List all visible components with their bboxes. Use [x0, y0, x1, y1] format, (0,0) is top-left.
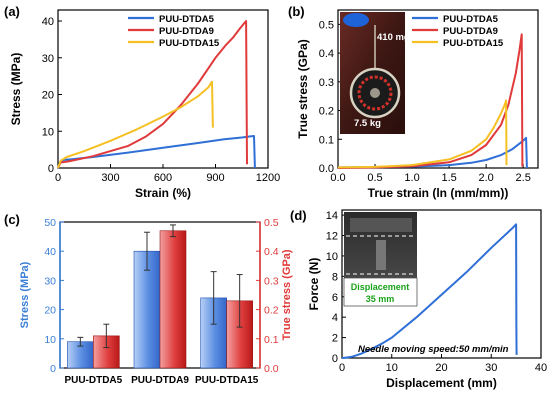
panel-a: 0 300 600 900 1200 0 10 20 30 40 Strain (%) Stress … — [4, 4, 280, 200]
inset-label: 35 mm — [366, 294, 395, 304]
y-tick-label: 40 — [42, 16, 54, 28]
x-tick-label: 30 — [485, 362, 497, 374]
annotation: Needle moving speed:50 mm/min — [358, 344, 509, 355]
weight-plate-ring-shape — [357, 75, 393, 111]
y-tick-label: 40 — [44, 246, 56, 258]
x-tick-label: 0 — [55, 172, 61, 184]
y-right-tick-label: 0.4 — [264, 246, 279, 258]
panel-label: (a) — [4, 4, 20, 19]
category-label: PUU-DTDA9 — [131, 375, 189, 386]
legend-entry: PUU-DTDA15 — [159, 38, 220, 49]
y-tick-label: 2 — [332, 333, 338, 345]
x-tick-label: 900 — [206, 172, 224, 184]
y-tick-label: 6 — [332, 292, 338, 304]
x-tick-label: 10 — [386, 362, 398, 374]
y-tick-label: 10 — [326, 251, 338, 263]
legend-entry: PUU-DTDA15 — [443, 38, 504, 49]
inset-label: Displacement — [351, 282, 410, 292]
x-tick-label: 600 — [154, 172, 172, 184]
x-axis-label: Strain (%) — [135, 186, 191, 200]
plot-frame — [337, 9, 539, 169]
y-right-axis-label: True stress (GPa) — [281, 249, 293, 340]
x-tick-label: 1.0 — [404, 172, 419, 184]
y-tick-label: 0.0 — [319, 163, 334, 175]
inset-label: 7.5 kg — [354, 118, 381, 129]
inset-label: 410 mg — [377, 32, 410, 43]
x-tick-label: 0.0 — [330, 172, 345, 184]
panel-c: 0 10 20 30 40 50 0.0 0.1 0.2 0.3 0.4 0.5 Stress (MPa… — [4, 212, 293, 386]
y-tick-label: 30 — [42, 53, 54, 65]
series-line — [57, 20, 248, 169]
series-line — [57, 135, 256, 169]
x-tick-label: 300 — [101, 172, 119, 184]
y-axis-label: Stress (MPa) — [9, 53, 23, 126]
series-line — [57, 80, 214, 169]
y-right-tick-label: 0.1 — [264, 334, 279, 346]
panel-b: 0.0 0.5 1.0 1.5 2.0 2.5 0.0 0.1 0.2 0.3 0.4 0.5 True… — [288, 4, 539, 200]
series-line — [337, 33, 524, 169]
y-right-tick-label: 0.3 — [264, 275, 279, 287]
category-label: PUU-DTDA15 — [195, 375, 259, 386]
legend-entry: PUU-DTDA9 — [443, 26, 498, 37]
bar-true-stress — [159, 230, 187, 369]
y-right-tick-label: 0.2 — [264, 305, 279, 317]
y-tick-label: 0.4 — [319, 48, 334, 60]
x-tick-label: 0.5 — [367, 172, 382, 184]
panel-d: 0 10 20 30 40 0 2 4 6 8 10 12 14 Displacement (mm) For… — [290, 208, 547, 390]
series-line — [341, 223, 518, 359]
x-tick-label: 0 — [339, 362, 345, 374]
y-tick-label: 10 — [44, 334, 56, 346]
y-right-tick-label: 0.5 — [264, 217, 279, 229]
y-tick-label: 4 — [332, 312, 338, 324]
y-tick-label: 0.5 — [319, 19, 334, 31]
y-tick-label: 0.2 — [319, 106, 334, 118]
needle-shape — [376, 240, 386, 270]
legend-entry: PUU-DTDA5 — [443, 14, 499, 25]
inset-caption-box — [343, 277, 418, 307]
y-tick-label: 0.3 — [319, 77, 334, 89]
x-tick-label: 40 — [535, 362, 547, 374]
y-tick-label: 0.1 — [319, 134, 334, 146]
x-tick-label: 1200 — [256, 172, 280, 184]
x-tick-label: 2.5 — [516, 172, 531, 184]
y-tick-label: 14 — [326, 210, 338, 222]
y-tick-label: 8 — [332, 271, 338, 283]
series-line — [337, 99, 508, 169]
y-tick-label: 0 — [50, 363, 56, 375]
panel-label: (b) — [288, 4, 305, 19]
x-tick-label: 20 — [435, 362, 447, 374]
legend-entry: PUU-DTDA9 — [159, 26, 214, 37]
y-tick-label: 20 — [44, 305, 56, 317]
panel-label: (d) — [290, 208, 307, 223]
y-axis-label: Stress (MPa) — [19, 261, 31, 328]
category-label: PUU-DTDA5 — [64, 375, 122, 386]
blue-specimen-shape — [343, 13, 369, 27]
x-tick-label: 2.0 — [478, 172, 493, 184]
y-right-tick-label: 0.0 — [264, 363, 279, 375]
y-tick-label: 0 — [48, 163, 54, 175]
y-tick-label: 0 — [332, 353, 338, 365]
x-axis-label: True strain (ln (mm/mm)) — [368, 186, 509, 200]
x-tick-label: 1.5 — [441, 172, 456, 184]
clamp-shape — [350, 218, 412, 232]
y-tick-label: 50 — [44, 217, 56, 229]
y-tick-label: 10 — [42, 126, 54, 138]
y-axis-label: True stress (GPa) — [296, 39, 310, 138]
weight-plate-hub-shape — [370, 88, 380, 98]
y-tick-label: 20 — [42, 90, 54, 102]
y-tick-label: 30 — [44, 275, 56, 287]
y-tick-label: 12 — [326, 231, 338, 243]
panel-label: (c) — [4, 212, 20, 227]
x-axis-label: Displacement (mm) — [386, 376, 497, 390]
legend-entry: PUU-DTDA5 — [159, 14, 215, 25]
y-axis-label: Force (N) — [307, 258, 321, 311]
